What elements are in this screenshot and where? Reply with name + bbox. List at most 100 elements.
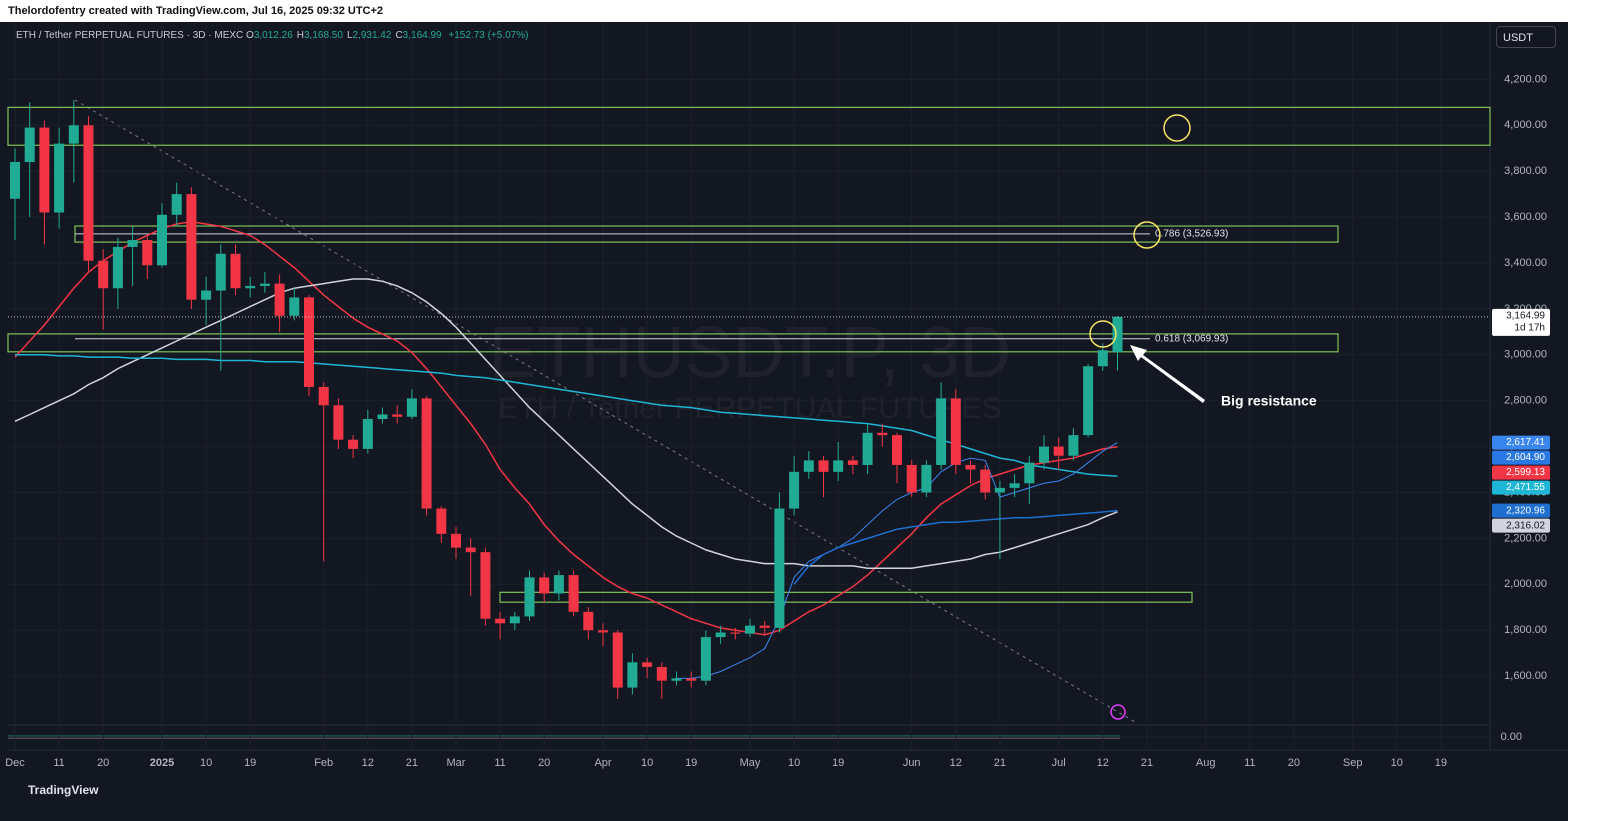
candle-body <box>700 637 711 681</box>
legend-change: +152.73 (+5.07%) <box>448 30 529 41</box>
chart-background <box>0 22 1568 821</box>
x-tick-label: 20 <box>97 757 109 769</box>
x-tick-label: 10 <box>200 757 212 769</box>
currency-button[interactable]: USDT <box>1496 26 1556 48</box>
candle-body <box>377 414 388 420</box>
candle-body <box>803 460 814 472</box>
annotation: Big resistance <box>1221 393 1317 409</box>
candle-body <box>54 143 65 213</box>
candle-body <box>509 616 520 624</box>
value-tag <box>1492 465 1550 480</box>
legend-symbol: ETH / Tether PERPETUAL FUTURES · 3D · ME… <box>16 30 244 41</box>
candle-body <box>274 283 285 316</box>
x-tick-label: Sep <box>1343 757 1363 769</box>
candle-body <box>524 577 535 617</box>
candle-body <box>686 678 697 681</box>
candle-body <box>642 662 653 667</box>
candle-body <box>1097 350 1108 367</box>
candle-body <box>583 611 594 631</box>
y-tick-label: 3,400.00 <box>1504 257 1547 269</box>
price-tag-label: 3,164.99 <box>1506 311 1545 322</box>
candle-body <box>1083 366 1094 436</box>
x-tick-label: Jul <box>1052 757 1066 769</box>
candle-body <box>127 240 138 247</box>
y-tick-label: 3,600.00 <box>1504 211 1547 223</box>
x-tick-label: 11 <box>494 757 505 769</box>
candle-body <box>259 283 270 286</box>
candle-body <box>715 632 726 638</box>
candle-body <box>1068 435 1079 456</box>
legend-value: 3,168.50 <box>304 30 343 41</box>
x-tick-label: 21 <box>994 757 1006 769</box>
fib-label: 0.786 (3,526.93) <box>1155 228 1228 239</box>
candle-body <box>980 469 991 493</box>
candle-body <box>965 464 976 470</box>
x-tick-label: 10 <box>1391 757 1403 769</box>
candle-body <box>568 575 579 612</box>
x-tick-label: 11 <box>53 757 64 769</box>
x-tick-label: 11 <box>1244 757 1255 769</box>
candle-body <box>333 405 344 440</box>
y-tick-label: 1,800.00 <box>1504 624 1547 636</box>
candle-body <box>774 508 785 628</box>
plot: 0.786 (3,526.93) 0.618 (3,069.93) <box>7 22 1491 750</box>
value-tag-label: 2,471.55 <box>1506 482 1545 493</box>
candle-body <box>98 260 109 289</box>
candle-body <box>39 127 50 213</box>
candle-body <box>304 297 314 387</box>
y-tick-label: 1,600.00 <box>1504 670 1547 682</box>
candle-body <box>627 662 638 688</box>
candle-body <box>906 464 917 493</box>
candle-body <box>1009 483 1020 488</box>
header: Thelordofentry created with TradingView.… <box>8 5 384 17</box>
ma-line <box>14 278 1118 569</box>
x-tick-label: Feb <box>314 757 333 769</box>
legend-key: L <box>346 30 353 41</box>
candle-body <box>480 552 491 619</box>
zone <box>7 106 1491 146</box>
candle-body <box>892 435 902 465</box>
candle-body <box>936 398 947 465</box>
ma-line <box>14 220 1118 636</box>
candle-body <box>877 432 888 436</box>
candle-body <box>612 632 623 688</box>
candle-body <box>436 508 447 534</box>
candle-body <box>10 162 20 199</box>
candle-body <box>83 125 94 261</box>
legend-fields: O3,012.26 H3,168.50 L2,931.42 C3,164.99 <box>246 30 446 41</box>
candle-body <box>171 194 182 215</box>
highlight-circle <box>1133 221 1161 249</box>
zone <box>7 333 1339 353</box>
x-tick-label: 12 <box>1097 757 1109 769</box>
x-tick-label: 21 <box>1141 757 1153 769</box>
candle-body <box>818 460 829 472</box>
ma-line <box>676 442 1118 679</box>
legend-key: H <box>296 30 304 41</box>
candle-body <box>789 471 800 509</box>
value-tag-label: 2,316.02 <box>1506 520 1545 531</box>
y-tick-label: 2,000.00 <box>1504 578 1547 590</box>
candle-body <box>671 678 682 681</box>
value-tag <box>1492 518 1550 533</box>
value-tag <box>1492 503 1550 518</box>
y-tick-label: 4,000.00 <box>1504 119 1547 131</box>
candle-body <box>656 666 667 681</box>
candle-body <box>392 414 403 417</box>
x-tick-label: 19 <box>244 757 256 769</box>
x-tick-label: 10 <box>641 757 653 769</box>
candle-body <box>495 618 506 624</box>
value-tag-label: 2,320.96 <box>1506 505 1545 516</box>
x-tick-label: 2025 <box>150 757 174 769</box>
price-tag-countdown: 1d 17h <box>1514 323 1545 334</box>
y-tick-label: 4,200.00 <box>1504 73 1547 85</box>
volume-strip <box>8 737 1120 739</box>
candle-body <box>157 214 167 266</box>
y-tick-label: 2,800.00 <box>1504 395 1547 407</box>
x-tick-label: 12 <box>362 757 374 769</box>
candle-body <box>759 625 770 628</box>
trend-line <box>74 99 1136 723</box>
candle-body <box>362 419 373 449</box>
candle-body <box>142 240 153 266</box>
